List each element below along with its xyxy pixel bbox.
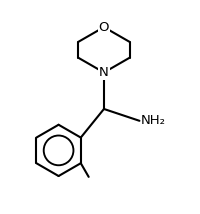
Text: NH₂: NH₂	[141, 114, 166, 127]
Text: O: O	[99, 21, 109, 34]
Text: N: N	[99, 66, 109, 79]
